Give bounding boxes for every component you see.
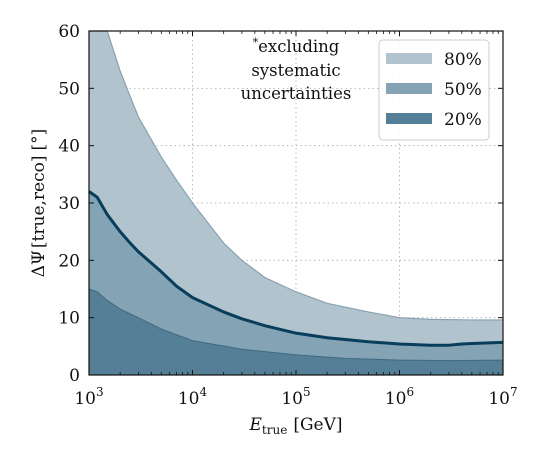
legend-swatch-80: [386, 53, 432, 64]
x-tick-exponent: 5: [303, 385, 311, 399]
x-tick-label: 104: [178, 385, 208, 409]
legend-label-20: 20%: [444, 110, 482, 130]
annotation-line-3: uncertainties: [241, 84, 352, 103]
legend-label-50: 50%: [444, 80, 482, 100]
y-tick-label: 10: [58, 309, 80, 329]
y-axis-label: ΔΨ[true,reco] [°]: [29, 129, 49, 278]
y-tick-label: 60: [58, 22, 80, 42]
y-tick-label: 50: [58, 79, 80, 99]
y-axis-label-sub: [true,reco]: [29, 155, 49, 248]
x-axis-label-unit: [GeV]: [293, 415, 342, 435]
x-tick-base: 10: [74, 389, 96, 409]
x-axis-label-sub: true: [262, 423, 287, 437]
x-tick-exponent: 3: [96, 385, 104, 399]
line-80-edge: [89, 30, 503, 321]
line-50-median: [88, 190, 504, 347]
x-tick-base: 10: [281, 389, 303, 409]
legend-swatch-20: [386, 113, 432, 124]
x-tick-label: 106: [385, 385, 414, 409]
annotation-line-2: systematic: [251, 61, 340, 80]
annotation-marker: *: [253, 36, 259, 49]
x-axis-label: Etrue [GeV]: [249, 415, 343, 437]
x-tick-base: 10: [385, 389, 407, 409]
bands: [88, 30, 504, 375]
x-tick-label: 107: [488, 385, 517, 409]
y-axis-label-unit: [°]: [29, 129, 49, 151]
annotation-line-1: *excluding: [253, 36, 340, 56]
legend-label-80: 80%: [444, 50, 482, 70]
x-tick-exponent: 4: [200, 385, 208, 399]
legend-swatch-50: [386, 83, 432, 94]
x-tick-label: 103: [74, 385, 103, 409]
x-tick-base: 10: [488, 389, 510, 409]
annotation: *excluding systematic uncertainties: [241, 36, 352, 103]
y-tick-label: 20: [58, 251, 80, 271]
legend: 80% 50% 20%: [378, 39, 490, 141]
x-tick-label: 105: [281, 385, 310, 409]
y-tick-label: 40: [58, 137, 80, 157]
area-20: [89, 289, 503, 375]
area-80: [89, 31, 503, 375]
line-20-edge: [88, 288, 504, 362]
x-axis-label-main: E: [249, 415, 263, 435]
y-tick-label: 30: [58, 194, 80, 214]
x-tick-base: 10: [178, 389, 200, 409]
x-tick-exponent: 7: [510, 385, 518, 399]
y-axis-label-main: ΔΨ: [29, 250, 49, 277]
x-tick-exponent: 6: [407, 385, 415, 399]
area-50: [89, 191, 503, 375]
y-tick-label: 0: [69, 366, 80, 386]
annotation-text-1: excluding: [258, 37, 340, 56]
